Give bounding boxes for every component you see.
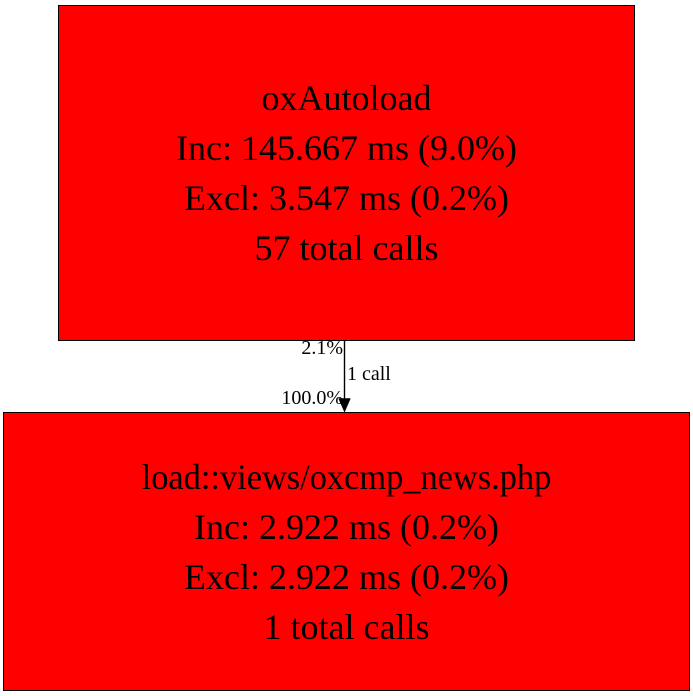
node-total-calls: 1 total calls bbox=[263, 606, 430, 647]
graph-node-load-views-oxcmp-news[interactable]: load::views/oxcmp_news.php Inc: 2.922 ms… bbox=[3, 412, 690, 691]
graph-node-oxautoload[interactable]: oxAutoload Inc: 145.667 ms (9.0%) Excl: … bbox=[58, 5, 635, 341]
node-inclusive-time: Inc: 145.667 ms (9.0%) bbox=[176, 128, 517, 168]
node-title: load::views/oxcmp_news.php bbox=[141, 456, 552, 497]
node-exclusive-time: Excl: 3.547 ms (0.2%) bbox=[184, 178, 509, 218]
edge-label-call-count: 1 call bbox=[347, 363, 391, 385]
node-total-calls: 57 total calls bbox=[254, 228, 439, 268]
edge-label-callee-percent: 100.0% bbox=[281, 387, 343, 409]
node-inclusive-time: Inc: 2.922 ms (0.2%) bbox=[194, 506, 499, 547]
edge-label-caller-percent: 2.1% bbox=[301, 337, 343, 359]
node-exclusive-time: Excl: 2.922 ms (0.2%) bbox=[184, 556, 509, 597]
node-title: oxAutoload bbox=[261, 78, 432, 118]
